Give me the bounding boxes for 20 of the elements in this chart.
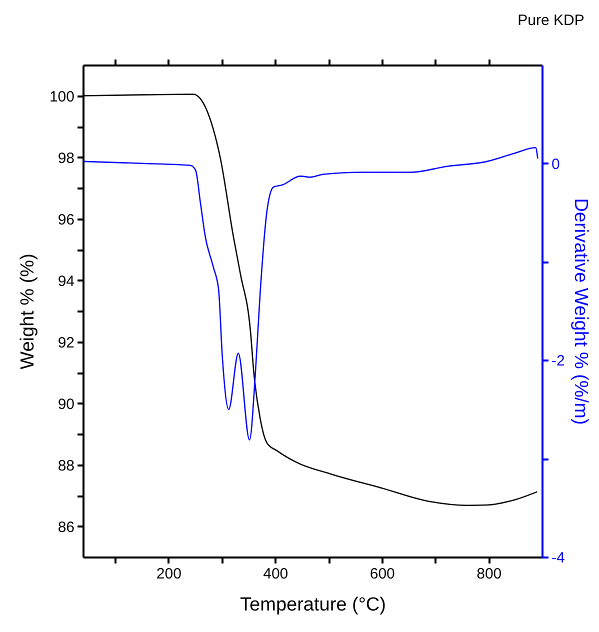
x-tick-label: 400 xyxy=(263,566,288,582)
x-tick-label: 600 xyxy=(370,566,395,582)
y2-tick-label: -4 xyxy=(552,550,565,566)
y2-axis-title: Derivative Weight % (%/m) xyxy=(570,198,591,425)
y-tick-label: 86 xyxy=(58,518,74,536)
y-tick-label: 92 xyxy=(58,334,74,352)
y-tick-label: 98 xyxy=(58,150,74,167)
y-tick-label: 94 xyxy=(58,272,74,290)
line-series xyxy=(83,147,538,441)
y-tick-label: 96 xyxy=(58,211,74,228)
y-tick-label: 100 xyxy=(49,88,74,106)
x-axis-title: Temperature (°C) xyxy=(240,594,386,616)
chart-title: Pure KDP xyxy=(518,12,584,29)
y2-tick-label: -2 xyxy=(552,352,565,370)
y-tick-label: 88 xyxy=(58,457,74,474)
x-tick-label: 800 xyxy=(476,566,502,582)
y2-tick-label: 0 xyxy=(552,156,560,173)
y-tick-label: 90 xyxy=(58,396,74,413)
x-tick-label: 200 xyxy=(156,566,182,582)
y-axis-title: Weight % (%) xyxy=(17,254,38,370)
